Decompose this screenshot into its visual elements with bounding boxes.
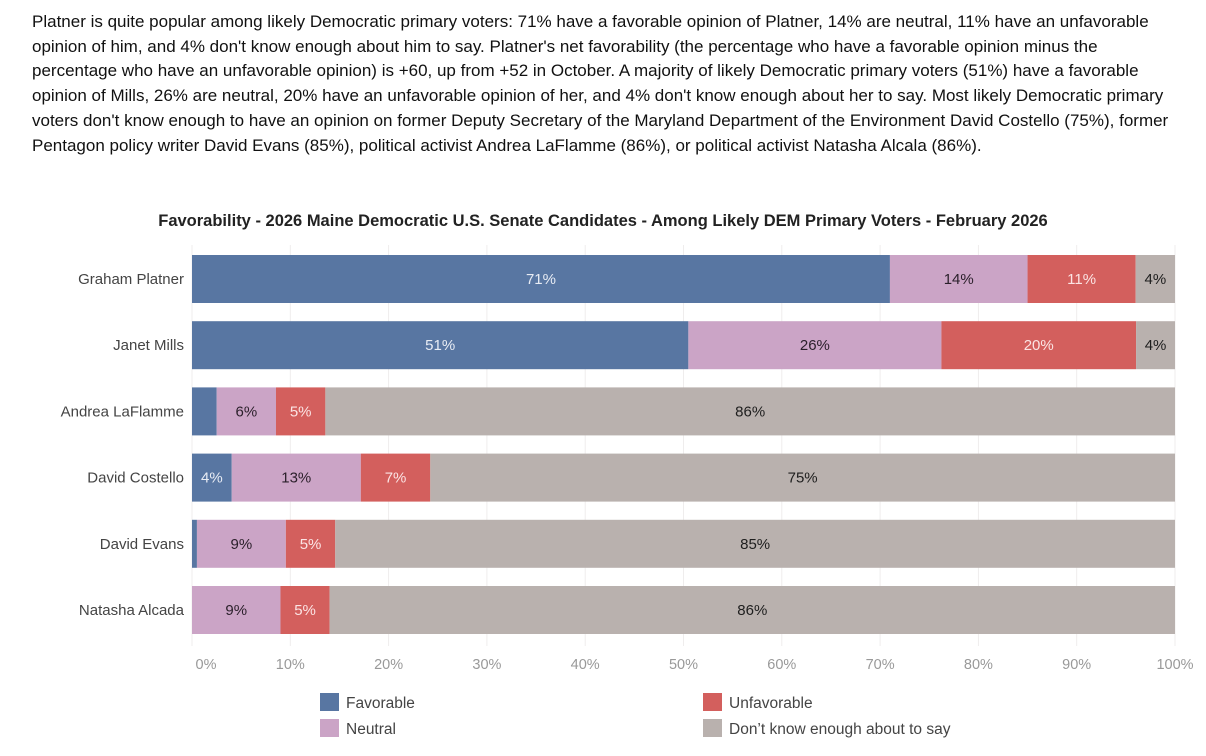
data-label: 4% [1145, 337, 1167, 354]
bar-segment [275, 387, 326, 436]
data-label: 5% [294, 602, 316, 619]
data-label: 6% [235, 403, 257, 420]
legend-swatch [703, 693, 722, 711]
bar-segment [1135, 255, 1175, 303]
data-label: 11% [1067, 271, 1096, 288]
bars: 71% 14% 11% 4% 51% 26% 20% 4% 6% 5% 86% 4% 13% 7% 75% 9… [192, 255, 1176, 634]
data-label: 71% [526, 271, 556, 288]
x-tick-label: 60% [767, 657, 796, 673]
data-label: 5% [300, 536, 322, 553]
x-tick-label: 20% [374, 657, 403, 673]
legend-swatch [320, 693, 339, 711]
bar-segment [1027, 255, 1136, 303]
bar-segment [216, 387, 276, 436]
data-label: 9% [225, 602, 247, 619]
legend-label: Don’t know enough about to say [729, 721, 951, 738]
x-tick-label: 0% [196, 657, 217, 673]
data-label: 4% [1144, 271, 1166, 288]
bar-segment [231, 453, 361, 502]
data-label: 51% [425, 337, 455, 354]
bar-segment [192, 387, 217, 436]
data-label: 13% [281, 470, 311, 487]
legend: Favorable Neutral Unfavorable Don’t know en… [320, 693, 951, 738]
intro-paragraph: Platner is quite popular among likely De… [32, 12, 1169, 155]
category-label: Andrea LaFlamme [61, 403, 184, 420]
bar-segment [196, 519, 286, 568]
data-label: 7% [385, 470, 407, 487]
data-label: 14% [944, 271, 974, 288]
chart-title: Favorability - 2026 Maine Democratic U.S… [158, 212, 1047, 230]
legend-label: Neutral [346, 721, 396, 738]
bar-segment [329, 586, 1175, 634]
gridlines [191, 245, 1176, 646]
category-labels: Graham Platner Janet Mills Andrea LaFlamme… [61, 271, 185, 619]
category-label: Graham Platner [78, 271, 184, 288]
category-label: Natasha Alcada [79, 602, 185, 619]
bar-segment [688, 321, 942, 370]
bar-segment [192, 255, 890, 303]
legend-swatch [703, 719, 722, 737]
data-label: 86% [737, 602, 767, 619]
bar-segment [285, 519, 336, 568]
legend-label: Unfavorable [729, 695, 813, 712]
data-label: 5% [290, 403, 312, 420]
bar-segment [335, 519, 1176, 568]
data-label: 86% [735, 403, 765, 420]
category-label: David Evans [100, 536, 184, 553]
x-tick-label: 30% [472, 657, 501, 673]
bar-segment [325, 387, 1176, 436]
data-label: 85% [740, 536, 770, 553]
legend-label: Favorable [346, 695, 415, 712]
bar-segment [280, 586, 330, 634]
data-label: 75% [788, 470, 818, 487]
x-axis-ticks: 0% 10% 20% 30% 40% 50% 60% 70% 80% 90% 100% [196, 657, 1194, 673]
category-label: David Costello [87, 470, 184, 487]
bar-segment [430, 453, 1175, 502]
bar-segment [192, 453, 232, 502]
data-label: 20% [1024, 337, 1054, 354]
x-tick-label: 50% [669, 657, 698, 673]
bar-segment [941, 321, 1137, 370]
legend-swatch [320, 719, 339, 737]
x-tick-label: 100% [1156, 657, 1193, 673]
x-tick-label: 10% [276, 657, 305, 673]
x-tick-label: 40% [571, 657, 600, 673]
bar-segment [1136, 321, 1175, 370]
bar-segment [192, 321, 689, 370]
bar-segment [192, 519, 197, 568]
bar-segment [889, 255, 1028, 303]
category-label: Janet Mills [113, 337, 184, 354]
data-label: 26% [800, 337, 830, 354]
bar-segment [360, 453, 431, 502]
x-tick-label: 90% [1062, 657, 1091, 673]
data-label: 9% [231, 536, 253, 553]
bar-segment [192, 586, 281, 634]
x-tick-label: 80% [964, 657, 993, 673]
data-label: 4% [201, 470, 223, 487]
x-tick-label: 70% [866, 657, 895, 673]
